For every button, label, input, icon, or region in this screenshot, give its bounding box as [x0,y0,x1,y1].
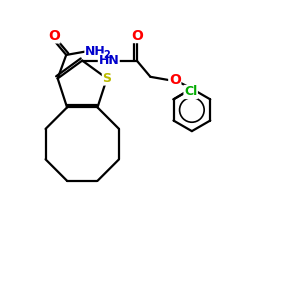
Text: O: O [131,28,143,43]
Text: S: S [102,72,111,85]
Text: O: O [169,74,181,88]
Text: NH: NH [85,45,106,58]
Text: 2: 2 [103,50,110,60]
Text: HN: HN [98,54,119,67]
Text: Cl: Cl [184,85,197,98]
Text: O: O [48,29,60,43]
